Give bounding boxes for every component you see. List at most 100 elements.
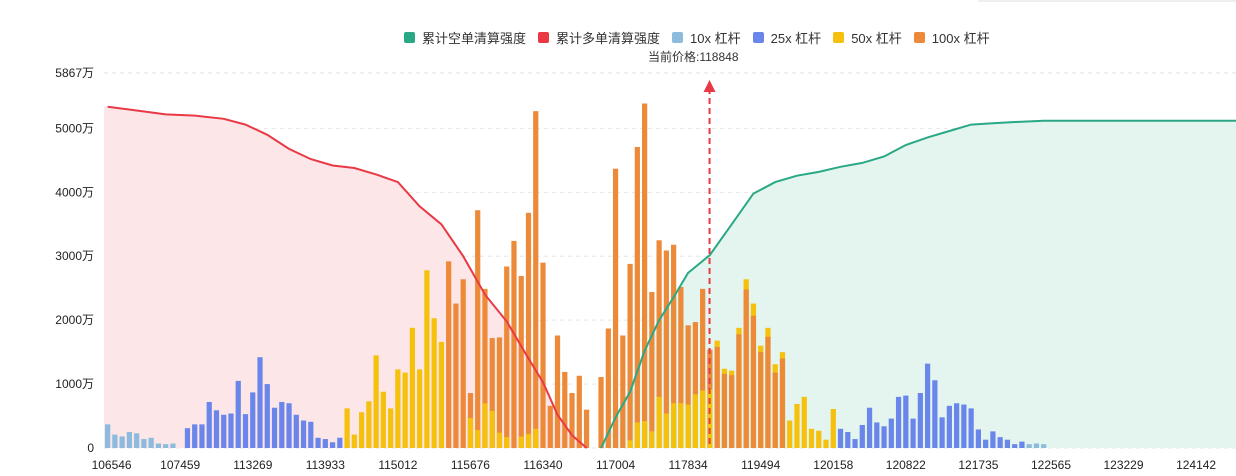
legend-label-100x: 100x 杠杆	[931, 30, 990, 46]
legend-label-50x: 50x 杠杆	[851, 30, 902, 46]
bar-lev50	[431, 318, 437, 448]
x-tick-label: 123229	[1103, 458, 1143, 472]
bar-lev10	[148, 437, 154, 448]
bar-lev50	[417, 369, 423, 448]
legend-label-long: 累计多单清算强度	[556, 30, 661, 46]
legend-item-10x[interactable]: 10x 杠杆	[672, 28, 741, 47]
bar-overlay-lev100	[779, 358, 786, 448]
bar-lev10	[163, 444, 169, 448]
bar-lev100	[671, 244, 677, 448]
bar-lev10	[170, 443, 176, 448]
bar-overlay-lev100	[758, 352, 764, 448]
bar-overlay-lev50	[504, 437, 510, 448]
bar-lev25	[192, 424, 198, 448]
bar-lev25	[888, 418, 894, 448]
bar-overlay-lev50	[482, 403, 488, 448]
bar-lev50	[424, 270, 430, 448]
legend-item-50x[interactable]: 50x 杠杆	[833, 28, 902, 47]
x-tick-label: 117004	[596, 458, 635, 472]
x-tick-label: 121735	[958, 458, 998, 472]
bar-overlay-lev50	[649, 431, 655, 448]
bar-overlay-lev50	[656, 396, 662, 448]
y-tick-label: 0	[87, 441, 94, 455]
legend-item-25x[interactable]: 25x 杠杆	[752, 28, 822, 47]
bar-lev25	[975, 429, 982, 448]
bar-lev25	[257, 357, 263, 448]
x-tick-label: 107459	[160, 458, 200, 472]
bar-overlay-lev50	[700, 390, 706, 448]
bar-overlay-lev50	[489, 410, 495, 448]
current-price-marker	[703, 80, 716, 448]
bar-lev100	[685, 325, 691, 448]
bar-lev100	[533, 111, 539, 448]
bar-overlay-lev50	[641, 421, 648, 448]
bar-lev100	[576, 375, 582, 448]
bar-lev25	[924, 363, 931, 448]
bar-lev25	[881, 426, 887, 448]
bar-overlay-lev100	[729, 375, 735, 448]
current-price-label: 当前价格:118848	[648, 50, 739, 64]
bar-overlay-lev50	[634, 422, 640, 448]
x-tick-label: 115012	[378, 458, 417, 472]
bar-overlay-lev50	[533, 428, 539, 448]
bar-lev50	[787, 420, 793, 448]
bar-lev25	[990, 431, 996, 448]
bar-lev100	[692, 322, 699, 448]
x-tick-label: 106546	[92, 458, 132, 472]
bar-lev25	[322, 439, 328, 448]
x-tick-label: 117834	[669, 458, 708, 472]
legend-item-100x[interactable]: 100x 杠杆	[913, 28, 990, 47]
bar-lev25	[250, 392, 256, 448]
bar-lev10	[1041, 444, 1047, 448]
bar-lev100	[453, 303, 459, 448]
bar-overlay-lev100	[772, 372, 778, 448]
legend-label-25x: 25x 杠杆	[770, 30, 822, 46]
cumulative-areas	[104, 106, 1236, 448]
bar-lev25	[286, 403, 292, 448]
bar-lev25	[300, 420, 307, 448]
x-tick-label: 119494	[741, 458, 780, 472]
bar-lev25	[859, 424, 865, 448]
bar-overlay-lev100	[714, 347, 720, 448]
y-tick-label: 5000万	[55, 121, 94, 135]
short-cumulative-line	[600, 119, 1236, 449]
bar-lev100	[525, 212, 532, 448]
bar-overlay-lev100	[765, 336, 771, 448]
bar-lev25	[293, 414, 299, 448]
bar-lev25	[837, 428, 844, 448]
bar-lev25	[329, 442, 336, 448]
bar-overlay-lev100	[750, 315, 757, 448]
bar-lev100	[496, 337, 503, 448]
y-tick-label: 5867万	[55, 66, 94, 80]
bar-lev100	[562, 371, 568, 448]
bar-overlay-lev50	[518, 436, 524, 448]
bar-lev100	[446, 261, 452, 448]
legend-item-short[interactable]: 累计空单清算强度	[404, 28, 526, 47]
bar-lev25	[199, 424, 205, 448]
bar-lev25	[337, 437, 343, 448]
bar-lev50	[344, 408, 350, 448]
bar-lev25	[235, 380, 241, 448]
bar-lev100	[605, 328, 611, 448]
bar-overlay-lev50	[496, 432, 503, 448]
bar-lev50	[438, 341, 445, 448]
x-tick-label: 113269	[233, 458, 272, 472]
x-tick-label: 115676	[451, 458, 490, 472]
bar-lev50	[366, 401, 372, 448]
bar-lev10	[155, 443, 162, 448]
bar-lev25	[910, 418, 916, 448]
bar-lev25	[946, 405, 952, 448]
bar-lev25	[315, 437, 321, 448]
bar-lev25	[221, 414, 227, 448]
bar-overlay-lev50	[663, 413, 669, 448]
bar-lev25	[206, 401, 212, 448]
bar-lev25	[895, 396, 902, 448]
bar-lev25	[1004, 439, 1011, 448]
y-tick-label: 1000万	[55, 377, 94, 391]
bar-lev25	[184, 428, 191, 448]
bar-lev50	[388, 408, 394, 448]
bar-lev100	[540, 262, 546, 448]
legend-item-long[interactable]: 累计多单清算强度	[538, 28, 660, 47]
y-tick-label: 4000万	[55, 185, 94, 199]
bar-lev25	[271, 407, 278, 448]
